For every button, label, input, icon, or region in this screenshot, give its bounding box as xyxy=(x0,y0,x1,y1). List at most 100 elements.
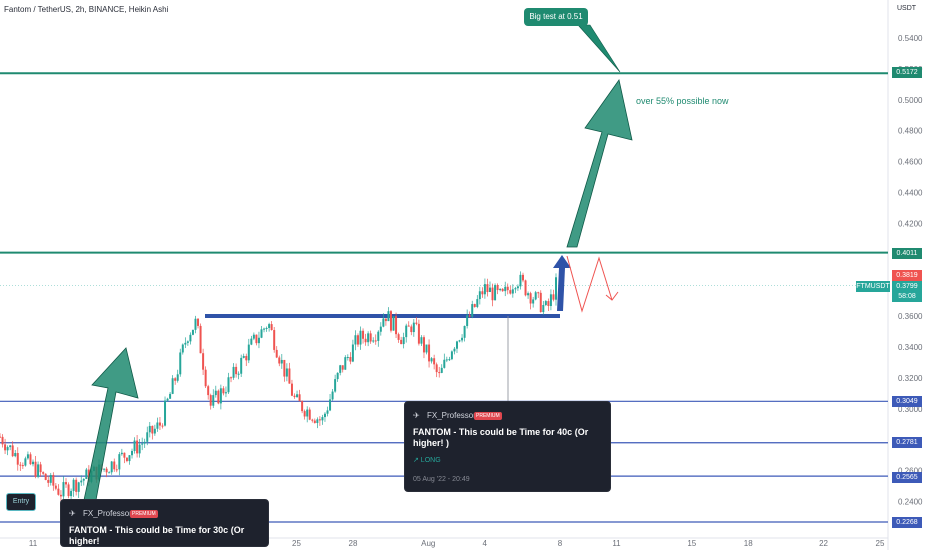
bullish-arrow-left xyxy=(83,347,139,501)
candle-body xyxy=(62,482,65,497)
candle-body xyxy=(138,444,141,454)
candle-body xyxy=(506,286,509,291)
candle-body xyxy=(318,419,321,421)
candle-body xyxy=(108,472,111,474)
candle-body xyxy=(29,454,32,465)
candle-body xyxy=(120,452,123,455)
candle-body xyxy=(148,425,151,433)
candle-body xyxy=(65,482,68,485)
candle-body xyxy=(199,325,202,354)
candle-body xyxy=(123,452,126,458)
candle-body xyxy=(217,390,220,404)
x-tick-label: 25 xyxy=(292,539,301,548)
candle-body xyxy=(212,395,215,406)
candle-body xyxy=(257,337,260,344)
price-tag-0.2565: 0.2565 xyxy=(892,472,922,483)
candle-body xyxy=(450,351,453,360)
candle-body xyxy=(374,340,377,342)
candle-body xyxy=(67,484,70,497)
candle-body xyxy=(387,311,390,322)
y-tick-label: 0.4800 xyxy=(898,127,923,136)
candle-body xyxy=(77,482,80,492)
candle-body xyxy=(362,330,365,339)
candle-body xyxy=(263,328,266,330)
candle-body xyxy=(283,359,286,377)
candle-body xyxy=(230,377,233,379)
candle-body xyxy=(39,464,42,473)
candle-body xyxy=(290,383,293,396)
premium-badge-2: PREMIUM xyxy=(130,510,158,518)
candle-body xyxy=(301,401,304,412)
idea-author[interactable]: FX_Professor xyxy=(427,411,476,420)
candle-body xyxy=(184,342,187,345)
candle-body xyxy=(433,358,436,365)
candle-body xyxy=(52,474,55,486)
y-tick-label: 0.5000 xyxy=(898,96,923,105)
candle-body xyxy=(483,284,486,295)
candle-body xyxy=(445,359,448,361)
candle-body xyxy=(443,359,446,368)
idea-title-2[interactable]: FANTOM - This could be Time for 30c (Or … xyxy=(69,525,245,546)
candle-body xyxy=(4,444,7,451)
countdown-tag: 58:08 xyxy=(892,291,922,302)
candle-body xyxy=(344,357,347,370)
candle-body xyxy=(14,453,17,457)
idea-card-2[interactable]: ✈ FX_Professor PREMIUM FANTOM - This cou… xyxy=(60,499,269,547)
candle-body xyxy=(115,469,118,471)
candle-body xyxy=(395,316,398,335)
candle-body xyxy=(461,337,464,341)
x-tick-label: 25 xyxy=(876,539,885,548)
candle-body xyxy=(356,335,359,345)
x-tick-label: 8 xyxy=(558,539,563,548)
candle-body xyxy=(174,378,177,381)
candle-body xyxy=(285,368,288,377)
idea-author-2[interactable]: FX_Professor xyxy=(83,509,132,518)
candle-body xyxy=(351,344,354,362)
candle-body xyxy=(463,325,466,338)
candle-body xyxy=(509,290,512,294)
candle-body xyxy=(481,291,484,295)
candle-body xyxy=(202,353,205,370)
candle-body xyxy=(323,413,326,418)
candle-body xyxy=(146,432,149,442)
idea-title[interactable]: FANTOM - This could be Time for 40c (Or … xyxy=(413,427,589,448)
candle-body xyxy=(367,333,370,343)
price-tag-0.4011: 0.4011 xyxy=(892,248,922,259)
candle-body xyxy=(311,419,314,421)
candle-body xyxy=(369,333,372,342)
candle-body xyxy=(478,291,481,300)
candle-body xyxy=(552,294,555,300)
candle-body xyxy=(364,338,367,343)
candle-body xyxy=(405,325,408,338)
candle-body xyxy=(209,395,212,406)
candle-body xyxy=(57,488,60,495)
candle-body xyxy=(308,409,311,420)
candle-body xyxy=(544,301,547,305)
author-avatar-icon: ✈ xyxy=(413,411,420,420)
idea-card[interactable]: ✈ FX_Professor PREMIUM FANTOM - This cou… xyxy=(404,401,611,492)
candle-body xyxy=(6,447,9,451)
candle-body xyxy=(542,304,545,313)
candle-body xyxy=(232,366,235,378)
candle-body xyxy=(435,364,438,373)
candle-body xyxy=(169,393,172,399)
breakout-arrow xyxy=(553,255,571,311)
candle-body xyxy=(250,338,253,345)
candle-body xyxy=(372,340,375,342)
candle-body xyxy=(438,372,441,374)
candle-body xyxy=(207,386,210,396)
candle-body xyxy=(455,341,458,349)
y-tick-label: 0.3600 xyxy=(898,312,923,321)
entry-label[interactable]: Entry xyxy=(6,493,36,511)
candle-body xyxy=(417,323,420,344)
candle-body xyxy=(252,334,255,339)
candle-body xyxy=(16,453,19,465)
note-percent: over 55% possible now xyxy=(636,96,729,106)
candle-body xyxy=(422,337,425,353)
candle-body xyxy=(471,304,474,317)
x-tick-label: 18 xyxy=(744,539,753,548)
callout-big-test[interactable]: Big test at 0.51 xyxy=(524,8,588,26)
candle-body xyxy=(313,420,316,424)
candle-body xyxy=(136,440,139,454)
